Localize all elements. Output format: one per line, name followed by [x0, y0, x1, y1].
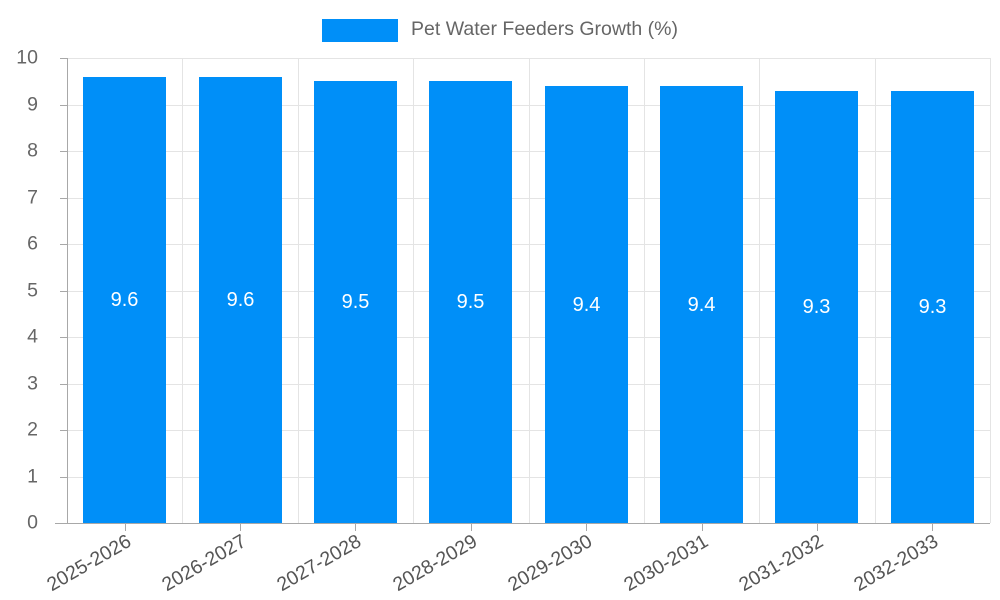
y-tick-label: 7 [27, 185, 38, 208]
gridline-horizontal [67, 104, 990, 106]
y-tick-label: 10 [16, 46, 38, 69]
y-tick-label: 0 [27, 511, 38, 534]
gridline-horizontal [67, 430, 990, 431]
bar[interactable]: 9.5 [314, 81, 397, 523]
bar-value-label: 9.5 [341, 291, 370, 313]
gridline-vertical [529, 58, 530, 523]
y-tick-label: 8 [27, 139, 38, 162]
gridline-horizontal [67, 290, 990, 292]
gridline-vertical [875, 58, 876, 523]
gridline-vertical [413, 58, 414, 523]
y-tick-label: 2 [27, 418, 38, 441]
x-tick-mark [586, 523, 587, 531]
gridline-vertical [182, 58, 183, 523]
bar-value-label: 9.3 [918, 296, 947, 318]
y-tick-mark [60, 244, 67, 245]
x-axis-line [55, 523, 990, 524]
legend-swatch-series-1[interactable] [322, 18, 399, 42]
gridline-horizontal [67, 383, 990, 385]
gridline-vertical [644, 58, 645, 523]
bar[interactable]: 9.5 [429, 81, 512, 523]
bar[interactable]: 9.3 [891, 91, 974, 523]
y-axis-line [67, 58, 68, 523]
y-tick-label: 3 [27, 371, 38, 394]
bar[interactable]: 9.6 [199, 77, 282, 523]
gridline-horizontal [67, 197, 990, 199]
x-tick-mark [240, 523, 241, 531]
bar[interactable]: 9.3 [775, 91, 858, 523]
x-tick-mark [355, 523, 356, 531]
y-tick-mark [60, 337, 67, 338]
bar-value-label: 9.3 [802, 296, 831, 318]
gridline-vertical [990, 58, 991, 523]
y-tick-label: 6 [27, 232, 38, 255]
bar[interactable]: 9.4 [545, 86, 628, 523]
legend-label-series-1[interactable]: Pet Water Feeders Growth (%) [411, 18, 678, 41]
gridline-horizontal [67, 58, 990, 59]
y-tick-mark [60, 430, 67, 431]
gridline-horizontal [67, 476, 990, 478]
x-tick-label: 2025-2026 [43, 530, 135, 596]
y-tick-mark [60, 476, 67, 478]
gridline-horizontal [67, 337, 990, 338]
bar-value-label: 9.6 [110, 289, 139, 311]
bar-value-label: 9.5 [456, 291, 485, 313]
y-tick-mark [60, 58, 67, 59]
y-tick-mark [60, 151, 67, 152]
bar-value-label: 9.6 [226, 289, 255, 311]
y-tick-mark [60, 197, 67, 199]
gridline-horizontal [67, 244, 990, 245]
y-tick-mark [60, 290, 67, 292]
bar[interactable]: 9.6 [83, 77, 166, 523]
bar-value-label: 9.4 [572, 294, 601, 316]
gridline-horizontal [67, 151, 990, 152]
y-tick-label: 9 [27, 92, 38, 115]
y-tick-label: 4 [27, 325, 38, 348]
x-tick-mark [932, 523, 933, 531]
y-tick-label: 1 [27, 464, 38, 487]
x-tick-mark [471, 523, 472, 531]
y-tick-mark [60, 104, 67, 106]
gridline-vertical [759, 58, 760, 523]
bar[interactable]: 9.4 [660, 86, 743, 523]
chart-legend: Pet Water Feeders Growth (%) [0, 14, 1000, 46]
x-tick-mark [817, 523, 818, 531]
y-tick-label: 5 [27, 278, 38, 301]
x-tick-mark [125, 523, 126, 531]
x-tick-mark [702, 523, 703, 531]
y-tick-mark [60, 383, 67, 385]
plot-area: 0 1 2 3 4 5 6 7 8 9 10 2025-2026 2026-2027 2027-2028… [16, 48, 991, 596]
y-tick-mark [60, 523, 67, 524]
gridline-vertical [298, 58, 299, 523]
bar-value-label: 9.4 [687, 294, 716, 316]
